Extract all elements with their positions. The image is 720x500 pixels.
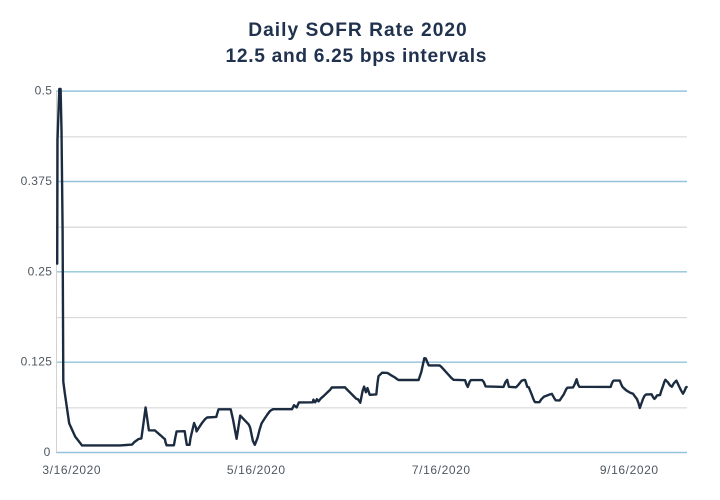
svg-text:0.125: 0.125 [21,355,53,369]
svg-text:3/16/2020: 3/16/2020 [42,463,101,477]
svg-text:0.375: 0.375 [21,174,53,188]
svg-text:0.25: 0.25 [28,264,53,278]
svg-text:9/16/2020: 9/16/2020 [600,463,659,477]
svg-text:Daily SOFR Rate 2020: Daily SOFR Rate 2020 [248,20,467,41]
svg-text:5/16/2020: 5/16/2020 [227,463,286,477]
svg-text:0.5: 0.5 [35,84,53,98]
svg-text:7/16/2020: 7/16/2020 [412,463,471,477]
svg-text:0: 0 [44,445,51,459]
svg-text:12.5 and 6.25 bps intervals: 12.5 and 6.25 bps intervals [226,46,488,67]
